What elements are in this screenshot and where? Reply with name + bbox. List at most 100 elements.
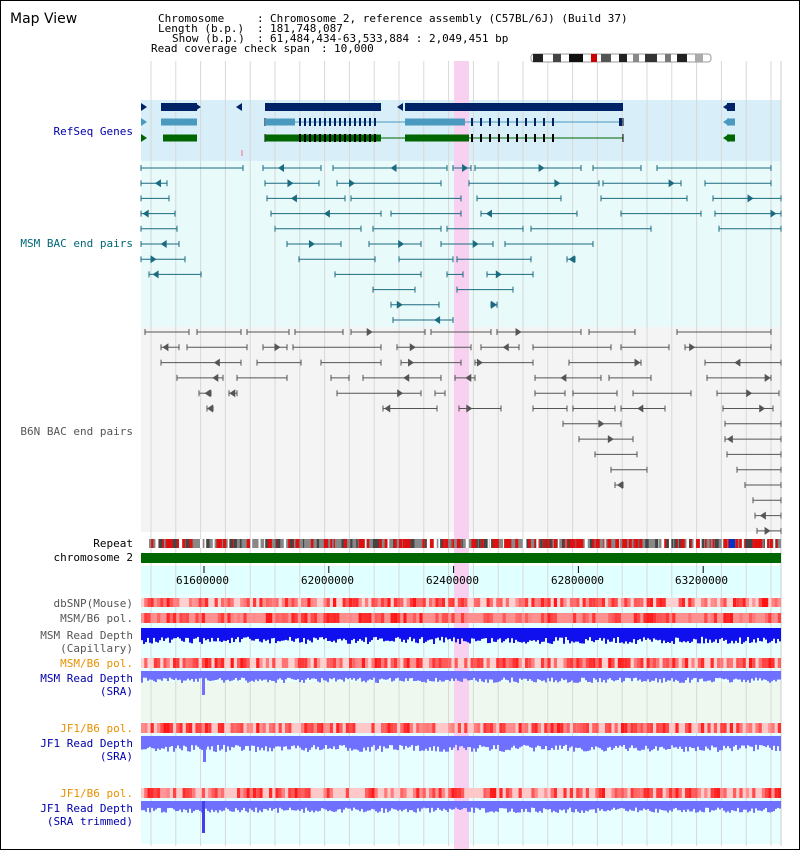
read-depth-bar [341,801,343,813]
chromosome-ideogram[interactable] [530,53,712,63]
read-depth-spike [202,671,205,695]
read-depth-bar [243,736,245,750]
read-depth-bar [643,671,645,682]
read-depth-bar [151,628,153,644]
read-depth-bar [153,801,155,811]
snp-density [256,658,260,668]
repeat-feature [267,539,271,548]
read-depth-bar [615,628,617,644]
b6n-bac-pair-arrow [616,481,623,489]
read-depth-bar [313,801,315,813]
snp-density [291,788,295,798]
read-depth-bar [401,736,403,746]
b6n-bac-pair-arrow [502,343,509,352]
refseq-gene-track[interactable] [141,103,735,156]
repeat-feature [438,539,441,548]
read-depth-bar [737,671,739,680]
read-depth-bar [771,671,773,682]
snp-density [429,658,433,668]
snp-density [454,658,458,668]
read-depth-bar [253,671,255,682]
snp-density [544,658,548,668]
snp-density [470,658,474,668]
read-depth-bar [697,801,699,813]
read-depth-bar [243,671,245,678]
snp-density [173,788,177,798]
label-msm-depth-capillary: MSM Read Depth [40,629,133,642]
snp-density [528,613,532,623]
gene-exon [516,118,518,126]
read-depth-bar [723,801,725,811]
read-depth-bar [413,671,415,682]
read-depth-bar [631,801,633,811]
read-depth-bar [643,801,645,809]
read-depth-bar [283,628,285,641]
snp-density [438,658,442,668]
snp-density [729,613,733,623]
read-depth-bar [207,671,209,681]
snp-density [573,658,577,668]
show-value: 61,484,434-63,533,884 : 2,049,451 bp [270,32,509,45]
snp-density [486,613,490,623]
length-value: 181,748,087 [270,22,343,35]
snp-density [646,658,650,668]
snp-density [573,723,577,733]
repeat-feature [343,539,348,548]
snp-density [454,788,458,798]
read-depth-bar [305,628,307,644]
read-depth-bar [533,671,535,683]
read-depth-bar [661,736,663,747]
read-depth-bar [661,801,663,811]
snp-density [275,788,279,798]
read-depth-bar [459,628,461,644]
snp-density [294,788,298,798]
snp-density [301,598,305,607]
repeat-feature [571,539,575,548]
snp-density [771,658,775,668]
snp-density [153,598,157,607]
msm-bac-track[interactable] [140,164,782,324]
read-depth-bar [427,801,429,809]
snp-density [262,723,266,733]
read-depth-bar [231,628,233,638]
read-depth-bar [629,801,631,810]
read-depth-bar [355,628,357,643]
read-depth-bar [155,671,157,683]
read-depth-bar [663,736,665,749]
snp-density [297,788,301,798]
snp-density [710,658,714,668]
snp-density [704,613,708,623]
snp-density [563,788,567,798]
read-depth-bar [241,671,243,678]
read-depth-bar [315,671,317,680]
snp-density [278,788,282,798]
read-depth-bar [545,736,547,747]
gene-exon [309,118,311,126]
repeat-feature [557,539,560,548]
read-depth-bar [217,628,219,638]
snp-density [761,658,765,668]
read-depth-bar [315,628,317,639]
repeat-feature [595,539,597,548]
read-depth-bar [163,671,165,679]
read-depth-bar [553,736,555,750]
read-depth-bar [713,628,715,642]
snp-density [681,658,685,668]
read-depth-bar [663,801,665,811]
snp-density [201,598,205,607]
snp-density [505,788,509,798]
snp-density [432,788,436,798]
read-depth-bar [229,801,231,811]
read-depth-bar [675,736,677,748]
read-depth-bar [493,671,495,683]
b6n-bac-track[interactable] [144,328,782,535]
read-depth-bar [433,671,435,682]
repeat-feature [288,539,291,548]
read-depth-bar [161,736,163,749]
gene-exon [374,134,376,142]
snp-density [355,658,359,668]
gene-exon [471,118,473,126]
snp-density [313,658,317,668]
read-depth-bar [379,671,381,680]
